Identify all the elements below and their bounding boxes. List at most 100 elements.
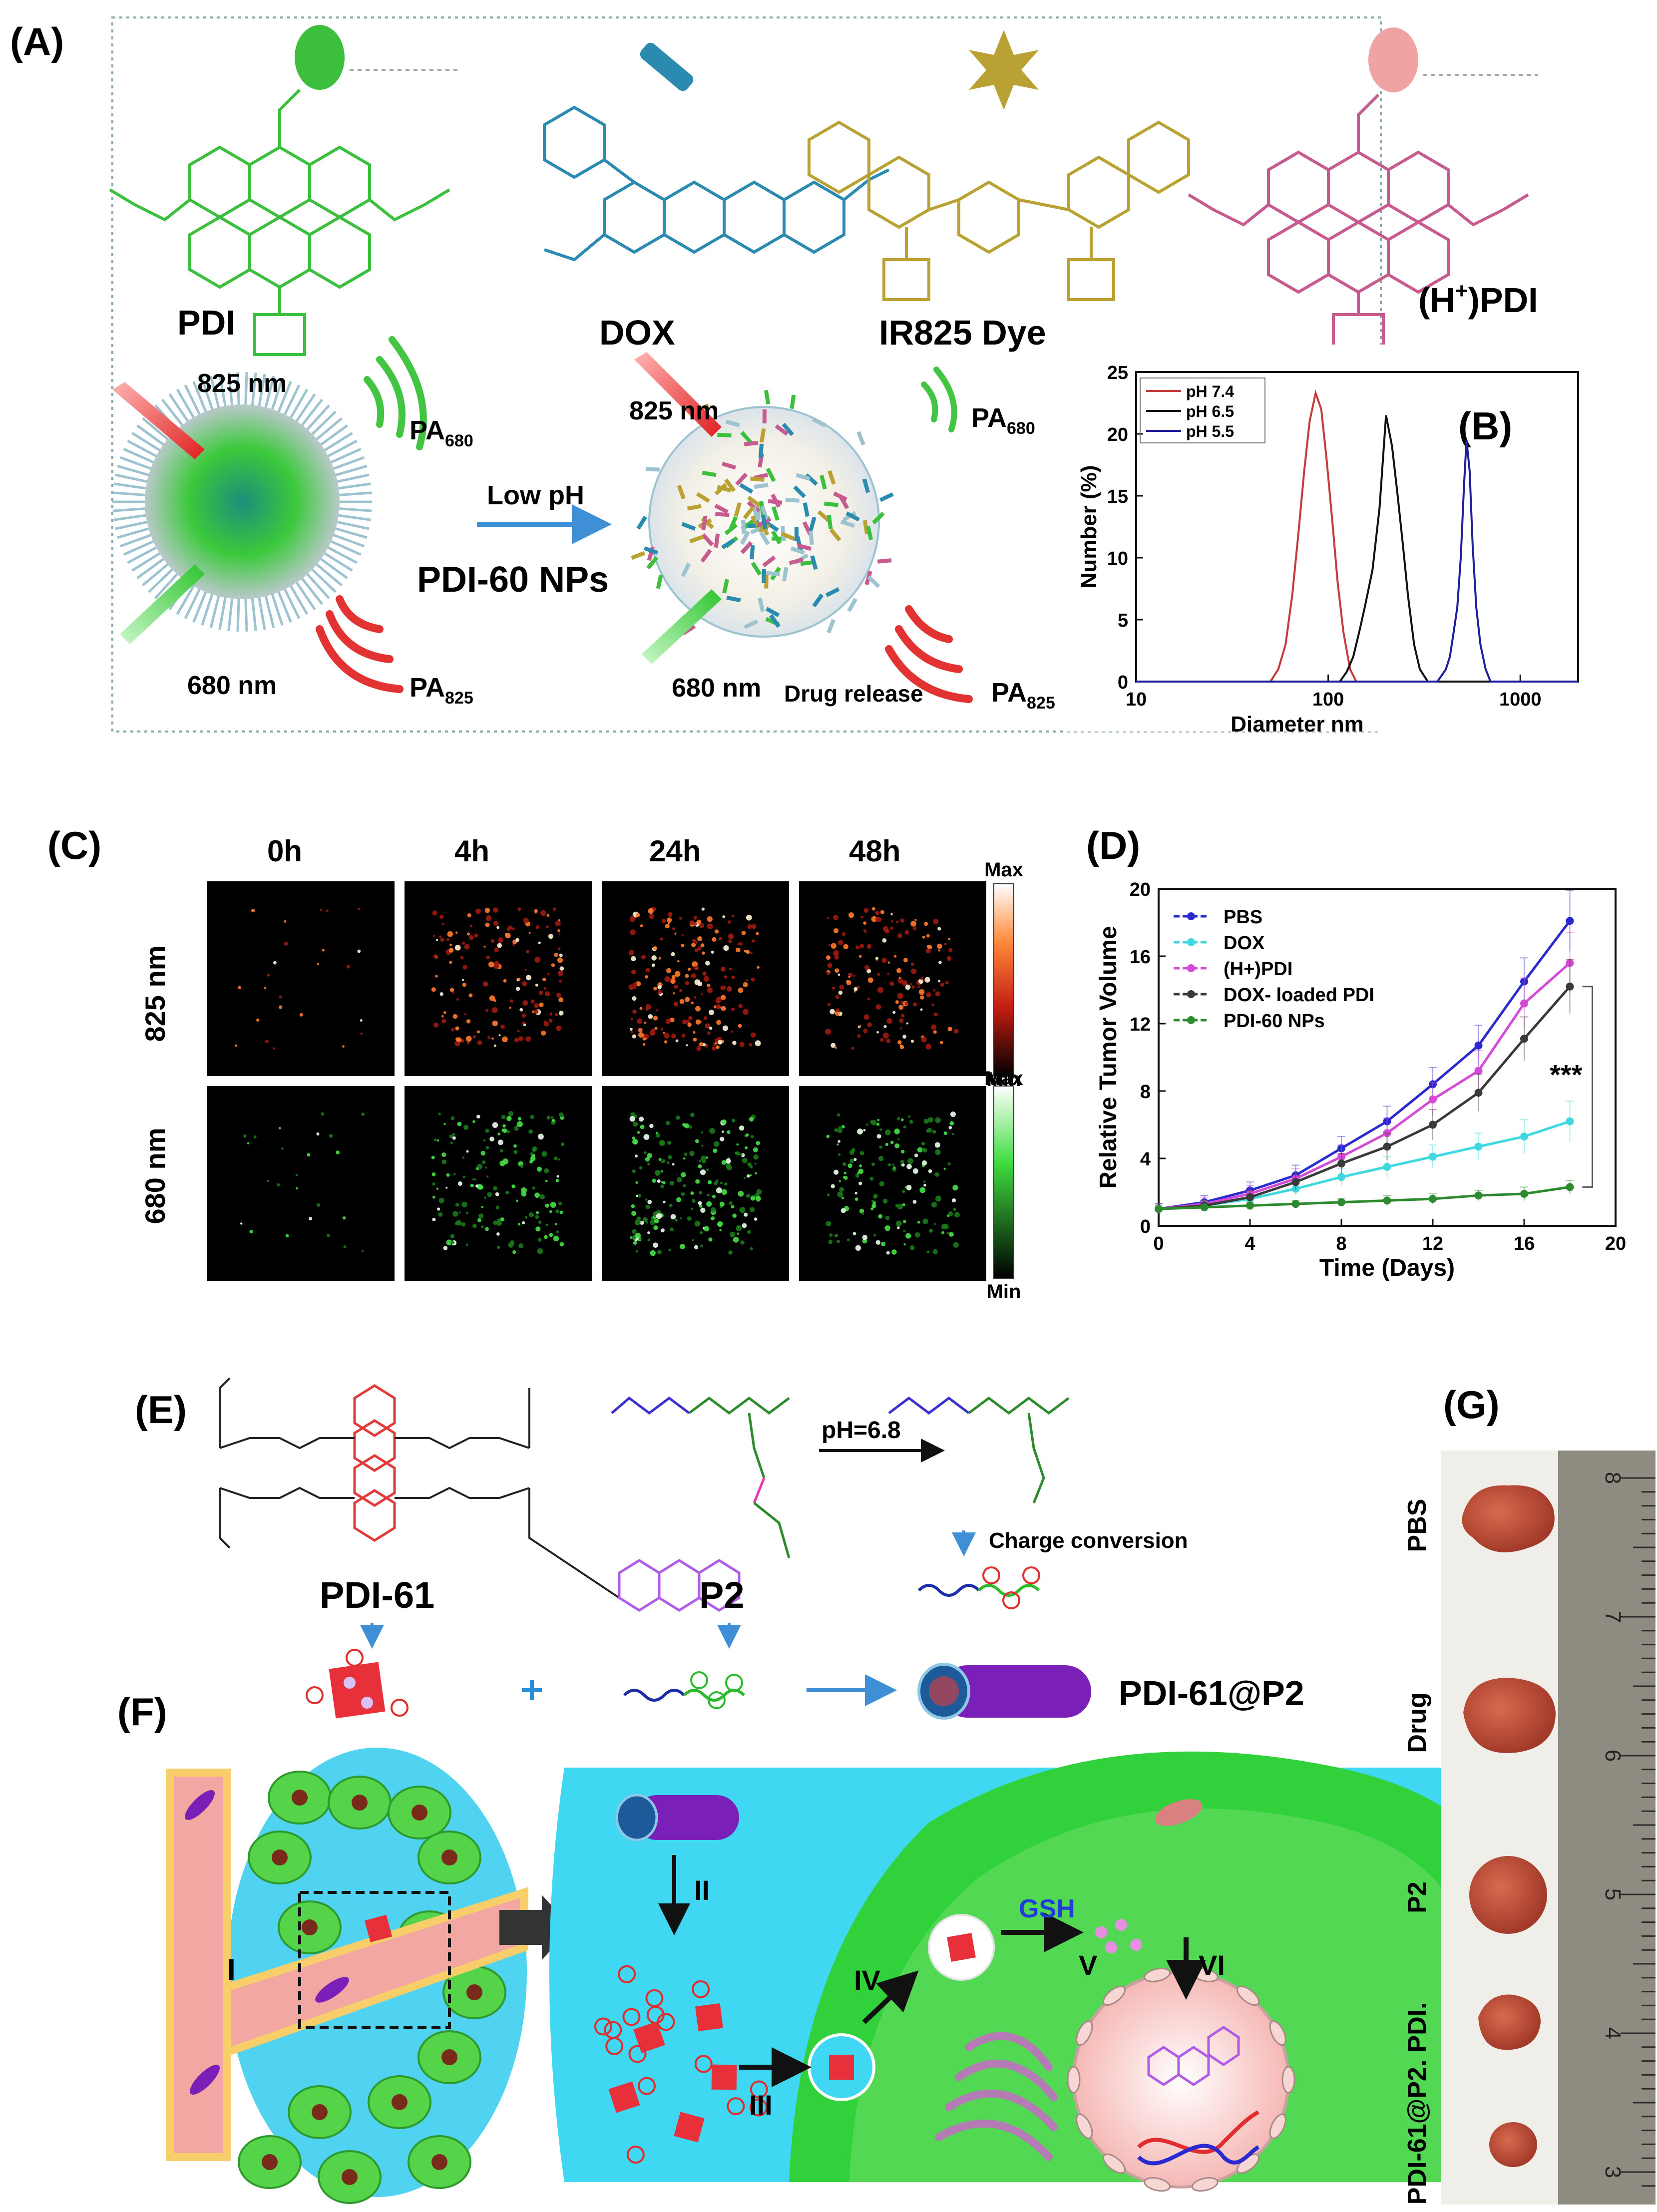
molecule-label-h-pdi: (H+)PDI xyxy=(1418,279,1538,320)
chart-b-series-line xyxy=(1136,440,1578,683)
pdi-61-structure xyxy=(219,1377,741,1612)
chart-d-point xyxy=(1566,1117,1574,1125)
chart-d-frame xyxy=(1158,888,1617,1227)
cationic-pdi-icon xyxy=(306,1649,409,1719)
pa-image-680-0h xyxy=(207,1086,395,1281)
chart-b-series-line xyxy=(1136,389,1578,683)
time-label-0h: 0h xyxy=(267,834,302,868)
molecule-label-pdi: PDI xyxy=(177,303,236,342)
molecule-label-dox: DOX xyxy=(599,313,675,352)
chart-d-point xyxy=(1520,977,1528,986)
chart-d-ytick-label: 0 xyxy=(1140,1216,1151,1237)
chart-d-legend-label: PBS xyxy=(1224,907,1262,928)
compound-label-p2: P2 xyxy=(699,1574,745,1616)
chart-d-point xyxy=(1520,1035,1528,1043)
panel-e: (E) xyxy=(135,1377,1188,1616)
chart-d-significance-label: *** xyxy=(1550,1059,1583,1091)
wavelength-680-left: 680 nm xyxy=(187,671,277,700)
chart-b-xtick-label: 10 xyxy=(1126,689,1147,710)
ruler-number: 8 xyxy=(1601,1472,1625,1484)
cationic-polymer-icon xyxy=(917,1566,1040,1609)
chart-b-ytick-label: 5 xyxy=(1118,610,1128,631)
ruler-number: 6 xyxy=(1601,1750,1625,1762)
wavelength-825-right: 825 nm xyxy=(629,396,719,425)
pa-waves-green-left xyxy=(364,336,427,450)
chart-d-point xyxy=(1429,1195,1437,1203)
chart-d-legend-label: DOX- loaded PDI xyxy=(1224,985,1374,1006)
chart-d-point xyxy=(1200,1203,1209,1211)
pa680-label-left: PA680 xyxy=(410,415,473,450)
colorbar-825-max: Max xyxy=(984,859,1023,881)
gsh-label: GSH xyxy=(1019,1894,1075,1923)
chart-d-ytick-label: 20 xyxy=(1130,879,1151,900)
pa825-label-left: PA825 xyxy=(410,673,473,708)
ruler-ticks xyxy=(1621,1477,1656,2187)
chart-d-point xyxy=(1383,1142,1391,1151)
chart-b-legend-label: pH 7.4 xyxy=(1186,382,1234,400)
chart-d-legend-label: (H+)PDI xyxy=(1224,959,1292,980)
chart-d-xtick-label: 8 xyxy=(1336,1233,1346,1254)
colorbar-680-min: Min xyxy=(987,1281,1021,1303)
chart-d-point xyxy=(1291,1178,1300,1186)
nanoparticle-open xyxy=(631,389,894,638)
step-label-1: I xyxy=(227,1953,236,1986)
chart-d-point xyxy=(1566,982,1574,991)
chart-d-legend-marker xyxy=(1187,912,1195,920)
row-label-825nm: 825 nm xyxy=(139,946,171,1042)
pa-image-grid xyxy=(207,881,986,1281)
chart-d-significance-bracket xyxy=(1582,986,1593,1188)
panel-c: (C) 0h 4h 24h 48h 825 nm 680 nm Max Min … xyxy=(47,823,1023,1303)
chart-b-ytick-label: 0 xyxy=(1118,672,1128,693)
sample-label-pbs: PBS xyxy=(1403,1499,1432,1552)
laser-680-beam-left xyxy=(120,564,205,644)
wavelength-825-left: 825 nm xyxy=(197,369,287,398)
pa-waves-red-right xyxy=(885,605,973,703)
chart-d-xtick-label: 4 xyxy=(1244,1233,1255,1254)
chart-d-xtick-label: 0 xyxy=(1153,1233,1164,1254)
colorbar-825 xyxy=(993,883,1014,1077)
chart-d-ytick-label: 8 xyxy=(1140,1082,1151,1103)
chart-b-legend-box xyxy=(1140,377,1265,443)
pa825-label-right: PA825 xyxy=(991,678,1055,713)
chart-b-ytick-label: 10 xyxy=(1107,548,1128,569)
time-label-48h: 48h xyxy=(849,834,900,868)
chart-b-xlabel: Diameter nm xyxy=(1231,712,1364,737)
panel-a-label: (A) xyxy=(10,19,64,63)
panel-e-label: (E) xyxy=(135,1388,187,1432)
laser-825-beam-right xyxy=(634,352,722,437)
chart-d-point xyxy=(1291,1184,1300,1193)
chart-d-point xyxy=(1429,1120,1437,1129)
chart-d-point xyxy=(1520,1189,1528,1198)
pdi-structure xyxy=(109,25,459,356)
panel-a: (A) PDI xyxy=(10,16,1538,733)
chart-b-series-line xyxy=(1136,415,1578,683)
chart-b-legend-label: pH 5.5 xyxy=(1186,422,1234,440)
anionic-polymer-icon xyxy=(623,1671,746,1709)
sample-label-p2: P2 xyxy=(1403,1881,1432,1913)
nanorod-icon xyxy=(917,1663,1091,1720)
tumor-sample-pbs xyxy=(1462,1485,1555,1552)
chart-d-series-line xyxy=(1158,986,1571,1210)
chart-d-ylabel: Relative Tumor Volume xyxy=(1095,926,1122,1188)
chart-d-point xyxy=(1383,1117,1391,1125)
chart-d-point xyxy=(1566,1183,1574,1191)
low-ph-label: Low pH xyxy=(487,480,584,510)
pa-image-825-48h xyxy=(799,881,986,1076)
step-label-5: V xyxy=(1079,1949,1097,1981)
pa-image-825-24h xyxy=(602,881,789,1076)
chart-d-point xyxy=(1474,1041,1483,1050)
tumor-sample-drug xyxy=(1463,1678,1556,1753)
sample-label-pdi: PDI. xyxy=(1403,2002,1432,2052)
ruler-number: 3 xyxy=(1601,2166,1625,2178)
chart-d-xlabel: Time (Days) xyxy=(1319,1255,1455,1281)
compound-label-pdi-61: PDI-61 xyxy=(320,1574,434,1616)
ruler-number: 5 xyxy=(1601,1888,1625,1900)
step-label-4: IV xyxy=(854,1964,880,1996)
chart-d-point xyxy=(1337,1198,1345,1206)
chart-d-xtick-label: 12 xyxy=(1422,1233,1443,1254)
chart-d-point xyxy=(1337,1144,1345,1152)
pa680-label-right: PA680 xyxy=(971,403,1035,438)
chart-d-legend-label: DOX xyxy=(1224,933,1265,954)
chart-d-series-line xyxy=(1158,920,1571,1210)
